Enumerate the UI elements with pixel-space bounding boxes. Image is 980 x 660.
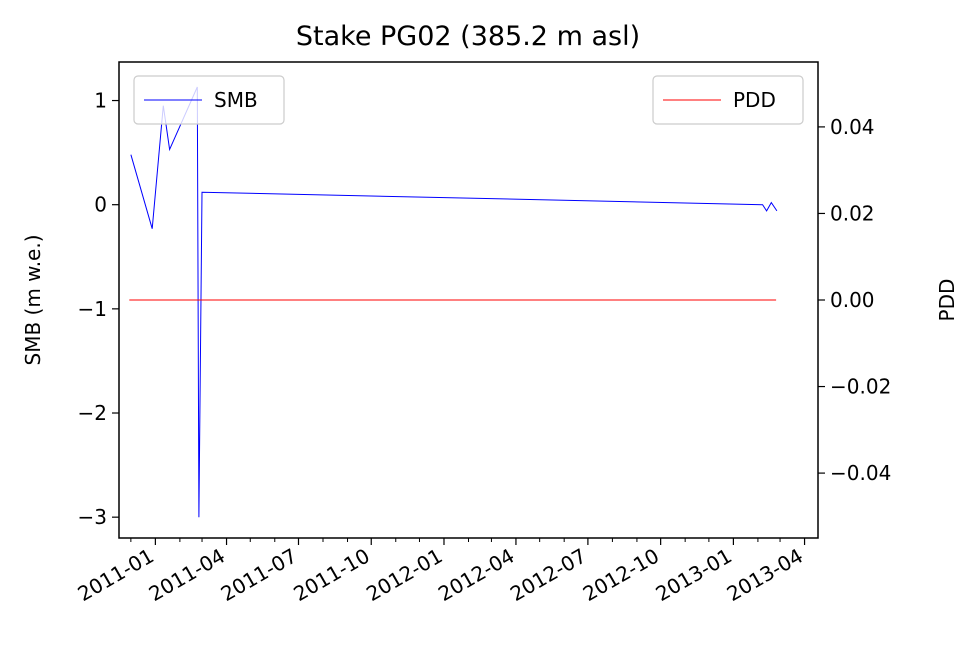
legend-smb: SMB (133, 75, 285, 125)
y2-tick-label: 0.00 (830, 288, 875, 312)
plot-area (129, 86, 778, 518)
legend-label: SMB (214, 88, 258, 112)
y2-axis-label: PDD (935, 279, 959, 322)
chart-title: Stake PG02 (385.2 m asl) (296, 21, 640, 52)
legend-box (652, 75, 804, 125)
y-tick-label: −2 (78, 401, 107, 425)
y2-tick-label: 0.02 (830, 201, 875, 225)
legend-pdd: PDD (652, 75, 804, 125)
series-line-smb (130, 86, 778, 518)
y2-tick-label: −0.02 (830, 375, 891, 399)
y2-tick-label: 0.04 (830, 115, 875, 139)
legends: SMB PDD (133, 75, 804, 125)
y-tick-label: −1 (78, 297, 107, 321)
y-tick-label: 0 (94, 193, 107, 217)
legend-box (133, 75, 285, 125)
y2-tick-label: −0.04 (830, 461, 891, 485)
legend-label: PDD (733, 88, 776, 112)
y-axis-label: SMB (m w.e.) (21, 234, 45, 365)
y-tick-label: −3 (78, 505, 107, 529)
y-tick-label: 1 (94, 89, 107, 113)
